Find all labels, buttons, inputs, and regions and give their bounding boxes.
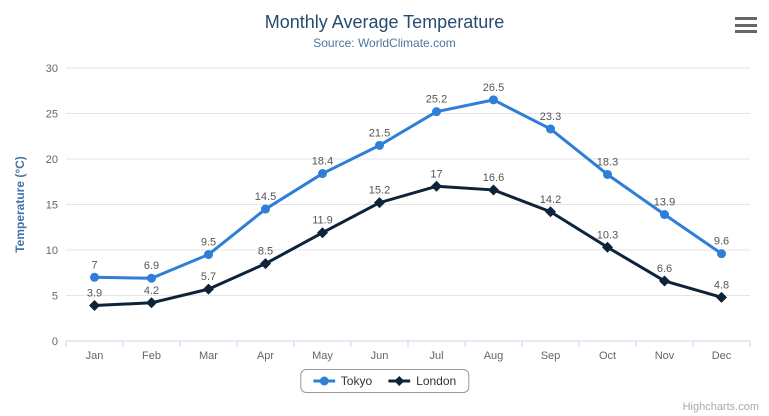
x-axis-tick-label: Sep [541, 350, 561, 362]
data-point-london[interactable] [716, 291, 727, 303]
data-point-london[interactable] [488, 184, 499, 196]
data-label: 18.3 [597, 156, 618, 168]
data-point-london[interactable] [317, 227, 328, 239]
data-point-london[interactable] [146, 297, 157, 309]
credits-link[interactable]: Highcharts.com [682, 401, 759, 413]
data-point-tokyo[interactable] [660, 210, 669, 220]
data-point-tokyo[interactable] [432, 107, 441, 117]
data-point-london[interactable] [374, 197, 385, 209]
y-axis-tick-label: 10 [46, 245, 58, 257]
x-axis-tick-label: May [312, 350, 333, 362]
data-label: 9.5 [201, 237, 216, 249]
data-point-tokyo[interactable] [318, 169, 327, 179]
data-label: 5.7 [201, 271, 216, 283]
data-point-tokyo[interactable] [261, 204, 270, 214]
chart-title: Monthly Average Temperature [264, 12, 505, 32]
chart-subtitle: Source: WorldClimate.com [313, 36, 456, 50]
hamburger-icon [735, 17, 757, 20]
data-point-london[interactable] [545, 206, 556, 218]
legend-item-london[interactable]: London [388, 374, 456, 388]
x-axis-tick-label: Jan [86, 350, 104, 362]
data-point-tokyo[interactable] [204, 250, 213, 260]
data-label: 4.2 [144, 285, 159, 297]
x-axis-tick-label: Feb [142, 350, 161, 362]
legend-item-tokyo[interactable]: Tokyo [312, 374, 373, 388]
data-label: 11.9 [312, 215, 333, 227]
data-point-tokyo[interactable] [375, 140, 384, 150]
data-label: 23.3 [540, 111, 561, 123]
y-axis-tick-label: 0 [52, 336, 58, 348]
data-label: 18.4 [312, 156, 333, 168]
data-label: 7 [91, 259, 97, 271]
data-label: 14.2 [540, 194, 561, 206]
data-point-tokyo[interactable] [717, 249, 726, 259]
data-label: 13.9 [654, 197, 675, 209]
data-label: 8.5 [258, 246, 273, 258]
y-axis-title: Temperature (°C) [13, 156, 27, 253]
series-line-tokyo [93, 98, 723, 280]
data-label: 14.5 [255, 191, 276, 203]
context-menu-button[interactable] [735, 17, 757, 33]
y-axis-tick-label: 20 [46, 154, 58, 166]
data-point-london[interactable] [260, 258, 271, 270]
y-axis-tick-label: 15 [46, 200, 58, 212]
y-axis-tick-label: 30 [46, 63, 58, 75]
data-label: 16.6 [483, 172, 504, 184]
x-axis-tick-label: Mar [199, 350, 218, 362]
x-axis-tick-label: Dec [712, 350, 732, 362]
data-point-tokyo[interactable] [90, 272, 99, 282]
data-point-london[interactable] [89, 300, 100, 312]
tokyo-series-marker-icon [312, 375, 335, 387]
legend-label-london: London [416, 374, 457, 388]
x-axis-tick-label: Oct [599, 350, 616, 362]
data-point-london[interactable] [659, 275, 670, 287]
data-point-tokyo[interactable] [546, 124, 555, 134]
x-axis-tick-label: Aug [484, 350, 504, 362]
data-label: 17 [430, 168, 442, 180]
data-label: 3.9 [87, 288, 102, 300]
legend: Tokyo London [299, 369, 470, 393]
data-label: 6.6 [657, 263, 672, 275]
y-axis-tick-label: 5 [52, 291, 58, 303]
data-label: 6.9 [144, 260, 159, 272]
hamburger-icon [735, 23, 757, 27]
hamburger-icon [735, 30, 757, 33]
data-point-london[interactable] [203, 283, 214, 295]
data-label: 10.3 [597, 229, 618, 241]
x-axis-tick-label: Nov [655, 350, 675, 362]
data-label: 9.6 [714, 236, 729, 248]
data-point-london[interactable] [431, 180, 442, 192]
data-point-tokyo[interactable] [603, 169, 612, 179]
data-label: 21.5 [369, 127, 390, 139]
data-point-london[interactable] [602, 241, 613, 253]
x-axis-tick-label: Apr [257, 350, 274, 362]
data-label: 26.5 [483, 82, 504, 94]
data-label: 4.8 [714, 279, 729, 291]
data-label: 15.2 [369, 185, 390, 197]
data-point-tokyo[interactable] [489, 95, 498, 105]
london-series-marker-icon [388, 375, 411, 387]
legend-label-tokyo: Tokyo [340, 374, 373, 388]
data-label: 25.2 [426, 94, 447, 106]
x-axis-tick-label: Jun [371, 350, 389, 362]
y-axis-tick-label: 25 [46, 109, 58, 121]
series-line-london [93, 184, 723, 308]
data-point-tokyo[interactable] [147, 273, 156, 283]
x-axis-tick-label: Jul [429, 350, 443, 362]
